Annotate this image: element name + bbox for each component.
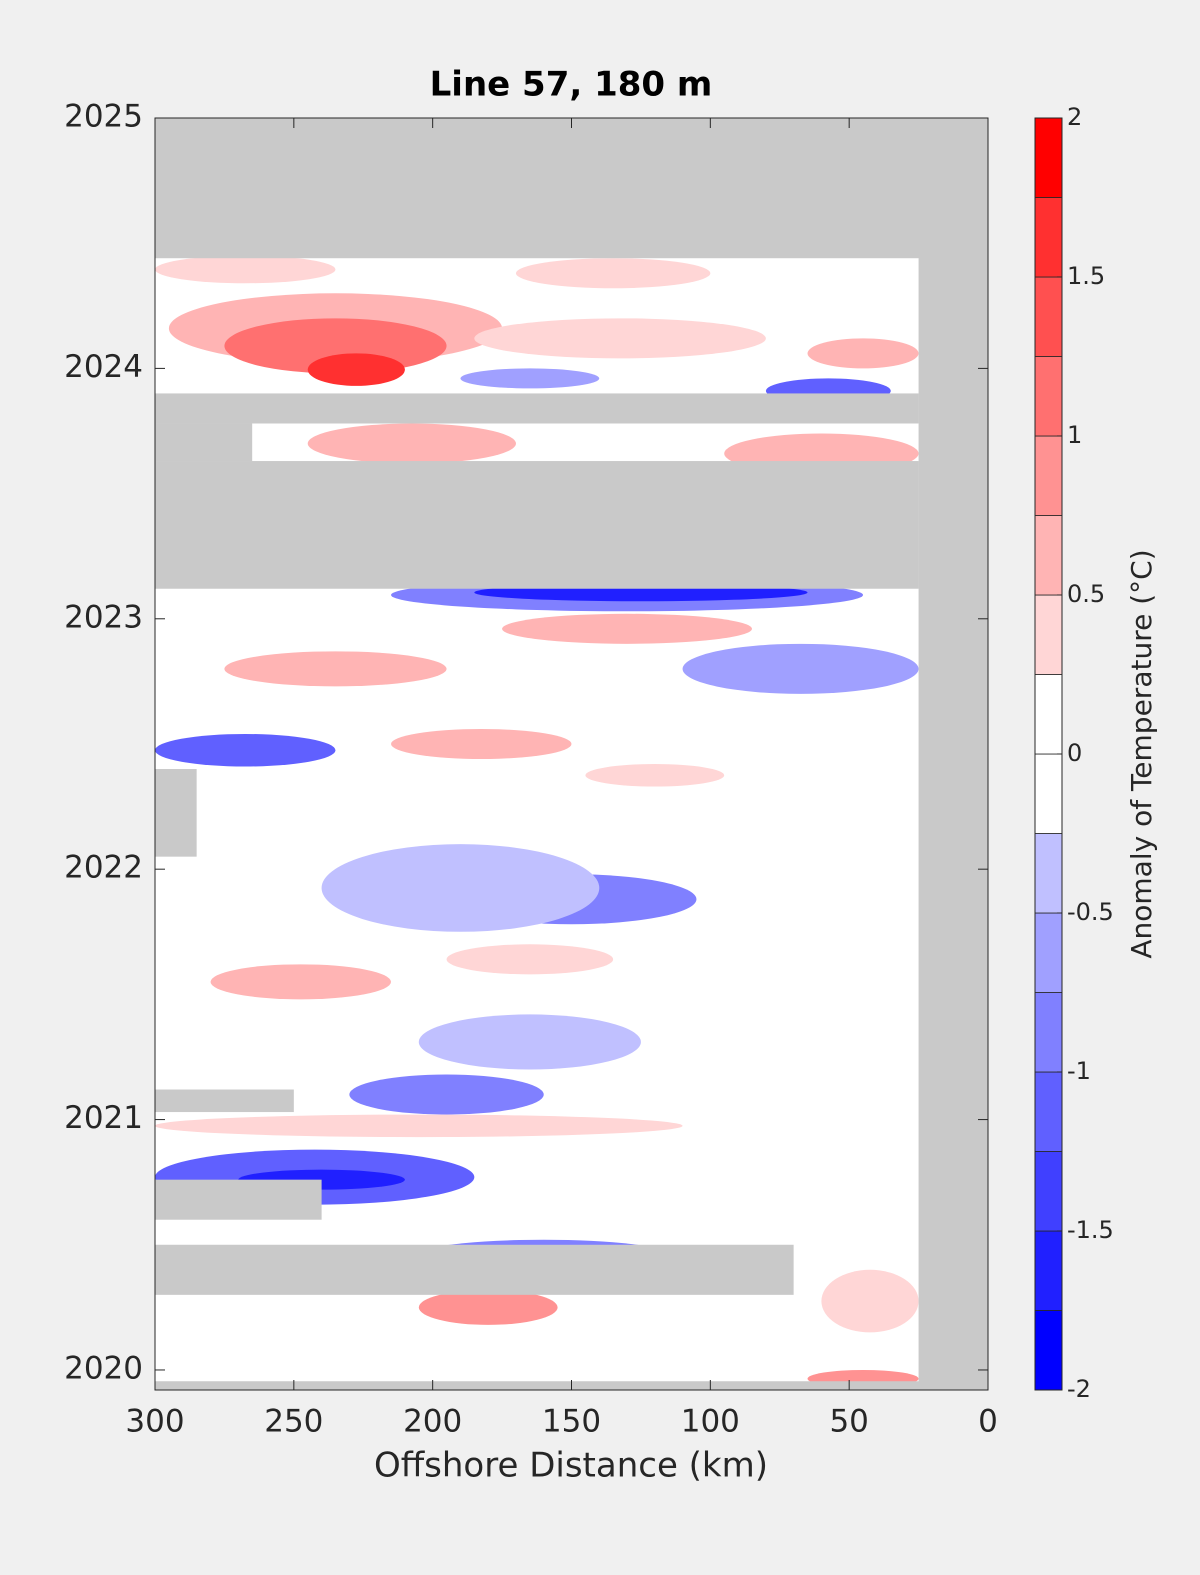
missing-data [155, 1179, 322, 1220]
colorbar-segment [1034, 674, 1063, 755]
x-axis-label: Offshore Distance (km) [374, 1446, 768, 1486]
colorbar-tick-label: 0.5 [1067, 580, 1105, 608]
anomaly-patch [391, 728, 572, 760]
anomaly-patch [807, 338, 919, 369]
anomaly-patch [307, 353, 405, 386]
colorbar-segment [1034, 1071, 1063, 1152]
colorbar-segment [1034, 515, 1063, 596]
colorbar-segment [1034, 197, 1063, 278]
anomaly-patch [307, 423, 516, 464]
colorbar-segment [1034, 912, 1063, 993]
anomaly-patch [418, 1289, 558, 1325]
x-tick-label: 50 [829, 1404, 868, 1440]
y-tick-label: 2022 [64, 850, 143, 886]
anomaly-patch [321, 844, 600, 932]
x-tick-label: 250 [264, 1404, 323, 1440]
anomaly-patch [349, 1074, 544, 1115]
y-tick-label: 2025 [64, 99, 143, 135]
missing-data [918, 118, 988, 1390]
colorbar-segment [1034, 1230, 1063, 1311]
colorbar-segment [1034, 117, 1063, 198]
colorbar-segment [1034, 1151, 1063, 1232]
missing-data [155, 393, 919, 424]
y-tick-label: 2023 [64, 599, 143, 635]
anomaly-patch [155, 733, 336, 767]
missing-data [155, 1089, 294, 1113]
colorbar-tick-label: -1.5 [1067, 1216, 1114, 1244]
chart-title: Line 57, 180 m [430, 65, 713, 105]
anomaly-patch [502, 613, 752, 644]
colorbar-segment [1034, 435, 1063, 516]
anomaly-patch [585, 764, 725, 787]
colorbar-tick-label: -2 [1067, 1375, 1091, 1403]
anomaly-patch [446, 944, 614, 975]
x-tick-label: 0 [978, 1404, 998, 1440]
anomaly-patch [682, 643, 919, 694]
colorbar-segment [1034, 833, 1063, 914]
missing-data [155, 1244, 794, 1295]
y-tick-label: 2024 [64, 349, 143, 385]
colorbar-segment [1034, 753, 1063, 834]
anomaly-patch [474, 318, 766, 359]
colorbar-tick-label: 2 [1067, 103, 1082, 131]
colorbar-tick-label: -1 [1067, 1057, 1091, 1085]
colorbar-segment [1034, 356, 1063, 437]
colorbar-label: Anomaly of Temperature (°C) [1125, 549, 1158, 958]
missing-data [155, 118, 988, 259]
anomaly-patch [460, 368, 600, 389]
colorbar-segment [1034, 276, 1063, 357]
anomaly-patch [224, 651, 447, 687]
anomaly-patch [210, 964, 392, 1000]
y-tick-label: 2020 [64, 1350, 143, 1386]
y-tick-label: 2021 [64, 1100, 143, 1136]
x-tick-label: 300 [125, 1404, 184, 1440]
anomaly-patch [821, 1269, 919, 1333]
x-tick-label: 200 [403, 1404, 462, 1440]
x-tick-label: 100 [681, 1404, 740, 1440]
anomaly-patch [155, 1114, 683, 1138]
x-tick-label: 150 [542, 1404, 601, 1440]
missing-data [155, 461, 919, 589]
colorbar-segment [1034, 1310, 1063, 1391]
colorbar-tick-label: -0.5 [1067, 898, 1114, 926]
missing-data [155, 423, 253, 462]
anomaly-patch [515, 258, 711, 289]
colorbar-tick-label: 1.5 [1067, 262, 1105, 290]
anomaly-patch [418, 1014, 641, 1070]
colorbar-segment [1034, 594, 1063, 675]
missing-data [155, 769, 197, 857]
contour-field [155, 118, 988, 1390]
anomaly-patch [155, 255, 336, 284]
colorbar-tick-label: 0 [1067, 739, 1082, 767]
colorbar-segment [1034, 992, 1063, 1073]
colorbar-tick-label: 1 [1067, 421, 1082, 449]
